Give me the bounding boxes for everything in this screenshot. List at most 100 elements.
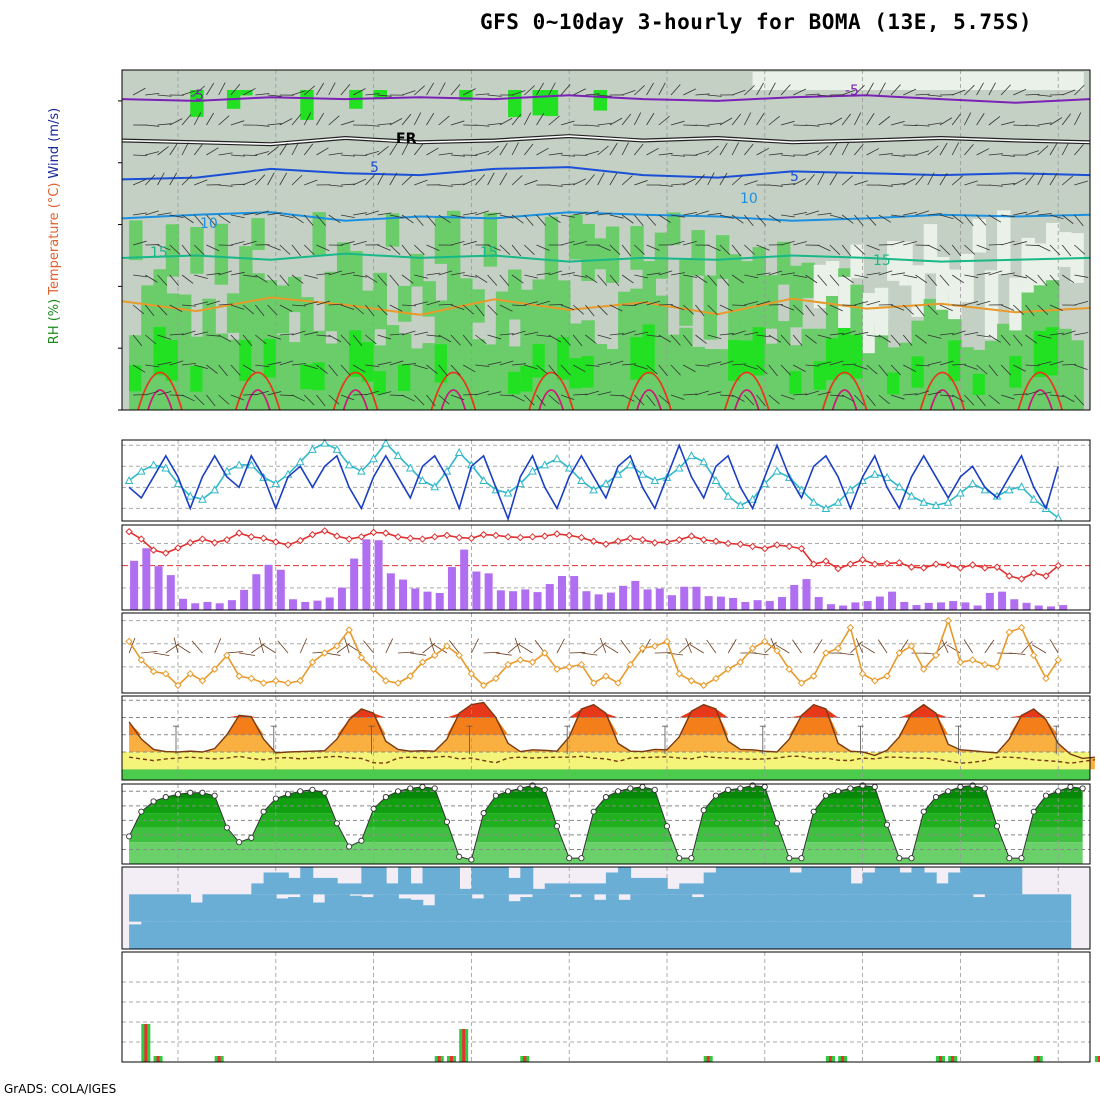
wind-barb bbox=[1001, 214, 1016, 218]
wind-barb-10m bbox=[689, 644, 704, 654]
rh-moist-band bbox=[923, 298, 938, 410]
cape-bar bbox=[240, 589, 249, 610]
contour-label: 5 bbox=[370, 160, 379, 176]
thickness-line-point bbox=[846, 485, 855, 494]
wind-barb bbox=[646, 244, 660, 251]
rh-upper-band bbox=[459, 90, 473, 101]
wind-barb bbox=[890, 84, 901, 96]
wind-barb bbox=[927, 244, 941, 252]
wind-barb bbox=[291, 113, 302, 126]
thickness-line-point bbox=[357, 466, 366, 475]
lifted-index-line-point bbox=[492, 531, 500, 540]
chart-title: GFS 0~10day 3-hourly for BOMA (13E, 5.75… bbox=[480, 10, 1033, 34]
wind-barb bbox=[365, 390, 379, 396]
wind-speed-line-point bbox=[932, 651, 940, 660]
wind-speed-line-point bbox=[1017, 623, 1026, 632]
cloud-low-bar bbox=[312, 921, 326, 949]
rh-mid-band bbox=[190, 227, 204, 274]
wind-barb bbox=[915, 364, 930, 367]
wind-barb-10m bbox=[775, 644, 790, 654]
wind-barb bbox=[658, 364, 668, 377]
wind-barb bbox=[805, 304, 815, 317]
wind-barb bbox=[817, 334, 832, 339]
rh-point bbox=[370, 805, 377, 812]
wind-barb bbox=[438, 394, 450, 405]
cloud-middle-bar bbox=[202, 894, 216, 922]
wind-barb bbox=[157, 304, 168, 316]
wind-barb bbox=[768, 214, 781, 223]
wind-barb bbox=[426, 244, 440, 251]
lifted-index-line-point bbox=[149, 546, 158, 554]
wind-barb bbox=[731, 274, 744, 284]
isotherm-30-spike bbox=[244, 389, 271, 411]
wind-barb bbox=[157, 361, 172, 366]
cloud-high-bar bbox=[605, 872, 619, 895]
wind-barb bbox=[132, 240, 147, 246]
wind-barb bbox=[377, 334, 392, 340]
wind-barb bbox=[780, 154, 796, 157]
rh-dry-band bbox=[899, 72, 913, 90]
cloud-high-bar bbox=[960, 867, 974, 895]
rh-moist-band bbox=[226, 339, 241, 410]
cape-bar bbox=[1022, 602, 1031, 610]
thickness-line bbox=[128, 441, 1059, 519]
wind-barb-10m bbox=[941, 638, 949, 654]
wind-barb bbox=[854, 274, 869, 279]
thickness-line-point bbox=[650, 475, 660, 484]
isotherm-25-spike bbox=[332, 371, 379, 411]
rh-point bbox=[407, 785, 414, 792]
wind-barb-10m bbox=[448, 640, 460, 654]
rh-moist-band bbox=[410, 348, 424, 410]
rh-saturated-band bbox=[349, 330, 363, 377]
wind-barb-10m bbox=[620, 639, 631, 654]
cloud-middle-bar bbox=[410, 899, 424, 922]
wind-barb bbox=[304, 364, 318, 370]
wind-barb bbox=[780, 304, 795, 311]
wind-barb bbox=[939, 360, 954, 366]
wind-barb bbox=[193, 244, 205, 256]
lifted-index-line-point bbox=[712, 537, 720, 545]
wind-barb bbox=[951, 214, 964, 224]
rh-saturated-band bbox=[361, 342, 375, 382]
wind-barb bbox=[377, 361, 392, 366]
wind-barb bbox=[878, 394, 890, 405]
wind-barb bbox=[841, 244, 852, 257]
wind-barb bbox=[487, 94, 502, 97]
temp-area-warm bbox=[129, 702, 1095, 735]
panel-frame-temp bbox=[121, 695, 1091, 781]
wind-speed-line-point bbox=[907, 642, 916, 650]
lifted-index-line-point bbox=[406, 534, 414, 543]
wind-barb bbox=[817, 94, 832, 97]
wind-barb bbox=[707, 304, 718, 316]
cape-bar bbox=[325, 597, 334, 610]
cape-bar bbox=[386, 573, 395, 610]
cape-bar bbox=[447, 567, 456, 610]
cloud-middle-bar bbox=[569, 897, 583, 922]
wind-barb bbox=[707, 391, 722, 396]
wind-barb bbox=[267, 123, 282, 126]
cape-bar bbox=[668, 595, 676, 610]
wind-barb bbox=[145, 274, 158, 283]
rh-dry-band bbox=[984, 72, 999, 90]
cape-bar bbox=[985, 593, 994, 610]
wind-barb bbox=[560, 120, 575, 126]
cloud-low-bar bbox=[764, 921, 778, 949]
wind-barb bbox=[512, 304, 527, 307]
rh-dry-band bbox=[777, 72, 791, 90]
rh-moist-band bbox=[984, 340, 999, 410]
wind-barb bbox=[487, 212, 502, 216]
wind-barb bbox=[536, 300, 551, 306]
wind-speed-line-point bbox=[602, 672, 610, 680]
rh-moist-band bbox=[715, 349, 730, 410]
cloud-middle-bar bbox=[1058, 894, 1072, 922]
wind-barb bbox=[573, 393, 588, 396]
thickness-line-point bbox=[540, 460, 550, 469]
wind-barb bbox=[1013, 124, 1028, 127]
cloud-high-bar bbox=[764, 867, 778, 895]
wind-barb bbox=[181, 214, 194, 224]
wind-barb bbox=[255, 274, 268, 283]
rh-moist-band bbox=[801, 328, 815, 410]
wind-barb-10m bbox=[727, 639, 737, 654]
wind-barb-10m bbox=[363, 640, 374, 654]
rh-dry-band bbox=[923, 72, 938, 90]
